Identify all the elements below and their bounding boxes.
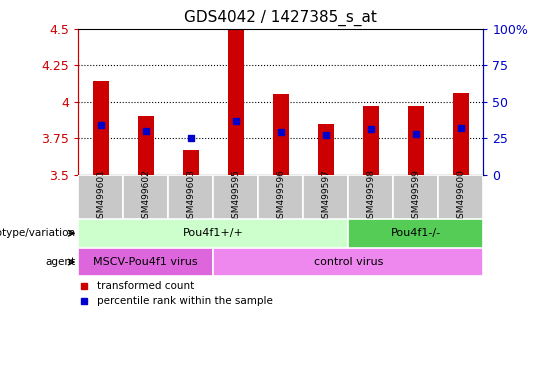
Text: GSM499595: GSM499595: [231, 169, 240, 224]
Bar: [213, 175, 258, 219]
Bar: [78, 175, 123, 219]
Text: MSCV-Pou4f1 virus: MSCV-Pou4f1 virus: [93, 257, 198, 267]
Text: Pou4f1-/-: Pou4f1-/-: [391, 228, 441, 238]
Bar: [318, 124, 334, 175]
Text: transformed count: transformed count: [97, 281, 194, 291]
Bar: [408, 106, 424, 175]
Bar: [228, 29, 244, 175]
Text: GSM499603: GSM499603: [186, 169, 195, 224]
Text: agent: agent: [45, 257, 76, 267]
Text: GSM499600: GSM499600: [456, 169, 465, 224]
Bar: [78, 219, 348, 248]
Bar: [393, 175, 438, 219]
Bar: [258, 175, 303, 219]
Text: GSM499602: GSM499602: [141, 169, 150, 224]
Bar: [348, 219, 483, 248]
Bar: [453, 93, 469, 175]
Bar: [78, 248, 213, 276]
Bar: [363, 106, 379, 175]
Text: percentile rank within the sample: percentile rank within the sample: [97, 296, 272, 306]
Text: genotype/variation: genotype/variation: [0, 228, 76, 238]
Text: GSM499596: GSM499596: [276, 169, 285, 224]
Text: Pou4f1+/+: Pou4f1+/+: [183, 228, 244, 238]
Bar: [168, 175, 213, 219]
Title: GDS4042 / 1427385_s_at: GDS4042 / 1427385_s_at: [184, 10, 377, 26]
Bar: [183, 150, 199, 175]
Text: GSM499597: GSM499597: [321, 169, 330, 224]
Text: control virus: control virus: [314, 257, 383, 267]
Bar: [123, 175, 168, 219]
Bar: [213, 248, 483, 276]
Bar: [348, 175, 393, 219]
Bar: [303, 175, 348, 219]
Bar: [138, 116, 154, 175]
Text: GSM499599: GSM499599: [411, 169, 420, 224]
Bar: [273, 94, 289, 175]
Text: GSM499601: GSM499601: [96, 169, 105, 224]
Text: GSM499598: GSM499598: [366, 169, 375, 224]
Bar: [438, 175, 483, 219]
Bar: [93, 81, 109, 175]
